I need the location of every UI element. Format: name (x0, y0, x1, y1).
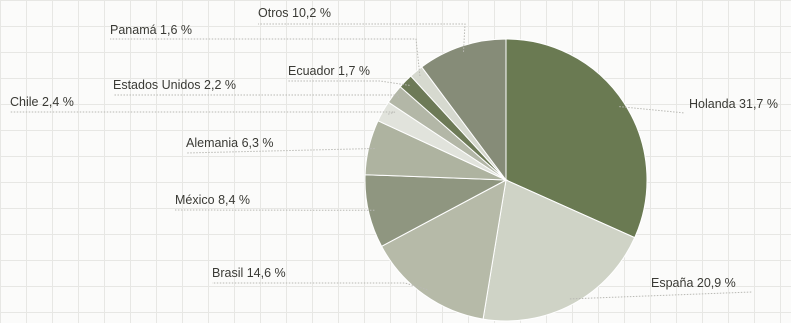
label-panama: Panamá 1,6 % (110, 23, 192, 37)
leader-line-panama (110, 38, 421, 77)
leader-line-chile (10, 111, 396, 115)
label-espana: España 20,9 % (651, 276, 736, 290)
leader-line-ecuador (288, 80, 410, 86)
leader-line-brasil (212, 282, 428, 291)
pie-slices (364, 38, 648, 322)
leader-line-otros (258, 23, 466, 52)
leader-line-espana (569, 291, 753, 300)
label-alemania: Alemania 6,3 % (186, 136, 274, 150)
leader-line-estados-unidos (113, 94, 400, 99)
label-holanda: Holanda 31,7 % (689, 97, 778, 111)
pie-slice-brasil (380, 179, 507, 320)
label-chile: Chile 2,4 % (10, 95, 74, 109)
label-brasil: Brasil 14,6 % (212, 266, 286, 280)
label-otros: Otros 10,2 % (258, 6, 331, 20)
label-ecuador: Ecuador 1,7 % (288, 64, 370, 78)
label-estados-unidos: Estados Unidos 2,2 % (113, 78, 236, 92)
pie-slice-otros (421, 38, 507, 182)
leader-lines (10, 23, 753, 300)
pie-slice-holanda (505, 38, 648, 239)
slice-labels: Holanda 31,7 % España 20,9 % Brasil 14,6… (10, 6, 778, 290)
label-mexico: México 8,4 % (175, 193, 250, 207)
leader-line-alemania (185, 148, 375, 154)
pie-slice-espana (482, 179, 636, 322)
leader-line-holanda (619, 106, 686, 114)
